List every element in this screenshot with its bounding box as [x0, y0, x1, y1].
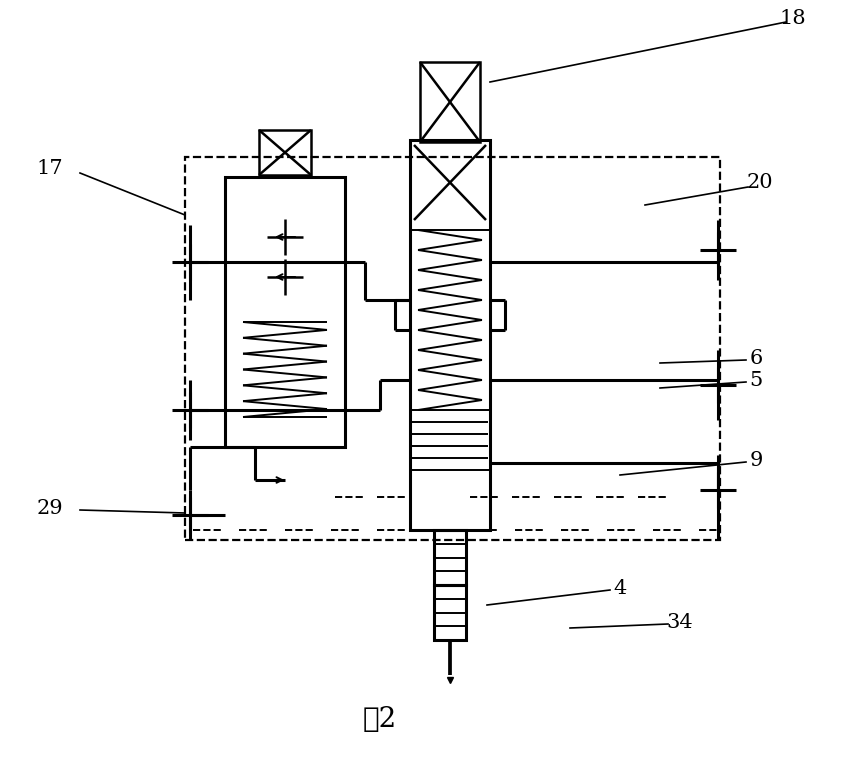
- Bar: [434, 530, 466, 585]
- Text: 20: 20: [747, 173, 774, 192]
- Text: 18: 18: [780, 9, 807, 27]
- Text: 17: 17: [37, 159, 63, 178]
- Text: 图2: 图2: [362, 706, 397, 734]
- Bar: [434, 585, 466, 640]
- Text: 34: 34: [667, 612, 693, 632]
- Bar: [225, 177, 345, 447]
- Bar: [420, 62, 480, 142]
- Text: 4: 4: [613, 579, 627, 597]
- Bar: [185, 157, 720, 540]
- Text: 29: 29: [37, 498, 63, 518]
- Bar: [259, 130, 311, 175]
- Text: 9: 9: [749, 450, 763, 469]
- Text: 6: 6: [749, 349, 763, 368]
- Bar: [410, 140, 490, 530]
- Text: 5: 5: [749, 371, 763, 389]
